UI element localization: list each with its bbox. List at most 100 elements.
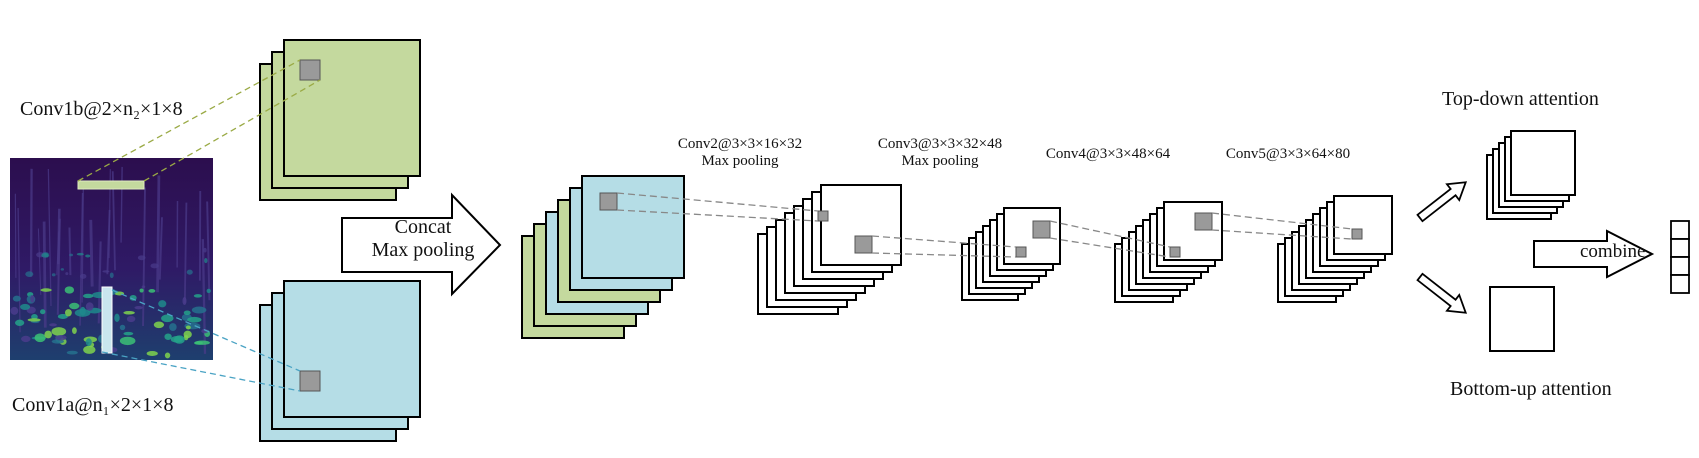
spectrogram-energy bbox=[204, 258, 207, 263]
spectrogram-energy bbox=[72, 327, 77, 334]
spectrogram-harmonic bbox=[91, 220, 92, 287]
output-cell bbox=[1671, 275, 1689, 293]
spectrogram-energy bbox=[40, 288, 51, 292]
conv2-label: Conv2@3×3×16×32 Max pooling bbox=[660, 136, 820, 171]
spectrogram-energy bbox=[140, 288, 144, 292]
output-cell bbox=[1671, 221, 1689, 239]
spectrogram-harmonic bbox=[158, 176, 159, 293]
top-down-attention-label: Top-down attention bbox=[1442, 88, 1599, 111]
attention-arrow-down bbox=[1414, 269, 1472, 320]
spectrogram-harmonic bbox=[31, 169, 32, 277]
kernel-square bbox=[818, 211, 828, 221]
spectrogram-energy bbox=[41, 253, 49, 258]
spectrogram-energy bbox=[85, 254, 90, 257]
spectrogram-energy bbox=[169, 323, 177, 331]
spectrogram-energy bbox=[20, 304, 30, 310]
kernel-square bbox=[1033, 221, 1050, 238]
spectrogram-energy bbox=[15, 320, 24, 326]
spectrogram-energy bbox=[86, 302, 94, 311]
spectrogram-energy bbox=[195, 341, 210, 345]
spectrogram-energy bbox=[67, 351, 78, 355]
spectrogram-energy bbox=[83, 294, 93, 298]
spectrogram-energy bbox=[142, 285, 146, 288]
spectrogram-energy bbox=[150, 263, 158, 268]
kernel-square bbox=[300, 60, 320, 80]
spectrogram-energy bbox=[30, 295, 34, 302]
bottom-up-attention-map bbox=[1490, 287, 1554, 351]
conv1b-kernel-marker bbox=[78, 181, 144, 189]
top-down-attention-stack bbox=[1487, 131, 1575, 219]
spectrogram-energy bbox=[147, 351, 158, 356]
spectrogram-energy bbox=[52, 273, 56, 276]
spectrogram-energy bbox=[164, 333, 171, 340]
kernel-square bbox=[300, 371, 320, 391]
spectrogram-energy bbox=[158, 300, 166, 307]
output-cell bbox=[1671, 257, 1689, 275]
conv1a-label: Conv1a@n₁×2×1×8 bbox=[12, 394, 173, 417]
spectrogram-energy bbox=[120, 325, 125, 330]
spectrogram-energy bbox=[65, 309, 72, 316]
spectrogram-energy bbox=[134, 306, 142, 309]
kernel-square bbox=[855, 236, 872, 253]
spectrogram-energy bbox=[35, 333, 46, 342]
spectrogram-energy bbox=[184, 331, 192, 338]
spectrogram-energy bbox=[194, 294, 202, 297]
concat-arrow-label: Concat Max pooling bbox=[358, 216, 488, 262]
spectrogram-energy bbox=[69, 254, 73, 257]
spectrogram-energy bbox=[138, 255, 146, 260]
conv1b-label: Conv1b@2×n₂×1×8 bbox=[20, 98, 183, 121]
spectrogram-energy bbox=[203, 248, 207, 253]
spectrogram-input bbox=[10, 158, 213, 360]
feature-map bbox=[1004, 208, 1060, 264]
spectrogram-energy bbox=[148, 289, 155, 293]
combine-label: combine bbox=[1580, 241, 1645, 263]
spectrogram-energy bbox=[52, 327, 67, 336]
spectrogram-energy bbox=[65, 286, 74, 293]
spectrogram-energy bbox=[21, 336, 30, 342]
conv5-feature-stack bbox=[1278, 196, 1392, 302]
spectrogram-energy bbox=[186, 326, 191, 330]
spectrogram-energy bbox=[69, 303, 79, 309]
feature-map bbox=[1511, 131, 1575, 195]
kernel-square bbox=[600, 193, 617, 210]
spectrogram-energy bbox=[61, 268, 64, 270]
conv1b-feature-stack bbox=[260, 40, 420, 200]
spectrogram-energy bbox=[187, 270, 193, 275]
output-vector bbox=[1671, 221, 1689, 293]
conv5-label: Conv5@3×3×64×80 bbox=[1208, 146, 1368, 163]
attention-arrow-up bbox=[1414, 174, 1472, 225]
bottom-up-attention-label: Bottom-up attention bbox=[1450, 378, 1612, 401]
spectrogram-energy bbox=[110, 272, 114, 278]
kernel-square bbox=[1195, 213, 1212, 230]
spectrogram-energy bbox=[55, 335, 67, 340]
feature-map bbox=[582, 176, 684, 278]
feature-map bbox=[284, 281, 420, 417]
kernel-square bbox=[1016, 247, 1026, 257]
spectrogram-energy bbox=[171, 336, 183, 343]
spectrogram-energy bbox=[86, 338, 92, 346]
spectrogram-energy bbox=[102, 270, 109, 272]
spectrogram-energy bbox=[49, 323, 57, 326]
spectrogram-energy bbox=[120, 337, 136, 345]
kernel-square bbox=[1352, 229, 1362, 239]
spectrogram-energy bbox=[28, 318, 41, 321]
spectrogram-energy bbox=[123, 332, 133, 336]
spectrogram-energy bbox=[40, 309, 45, 314]
spectrogram-harmonic bbox=[69, 228, 70, 276]
spectrogram-energy bbox=[77, 253, 84, 256]
spectrogram-energy bbox=[154, 321, 164, 328]
spectrogram-energy bbox=[187, 317, 201, 323]
spectrogram-energy bbox=[182, 297, 186, 305]
conv2-feature-stack bbox=[758, 185, 901, 314]
kernel-square bbox=[1170, 247, 1180, 257]
conv3-label: Conv3@3×3×32×48 Max pooling bbox=[860, 136, 1020, 171]
spectrogram-energy bbox=[184, 311, 191, 315]
spectrogram-energy bbox=[65, 272, 68, 275]
spectrogram-energy bbox=[207, 289, 211, 293]
spectrogram-energy bbox=[10, 307, 18, 315]
conv1a-kernel-marker bbox=[102, 287, 112, 353]
spectrogram-energy bbox=[44, 331, 52, 339]
spectrogram-energy bbox=[165, 353, 170, 359]
